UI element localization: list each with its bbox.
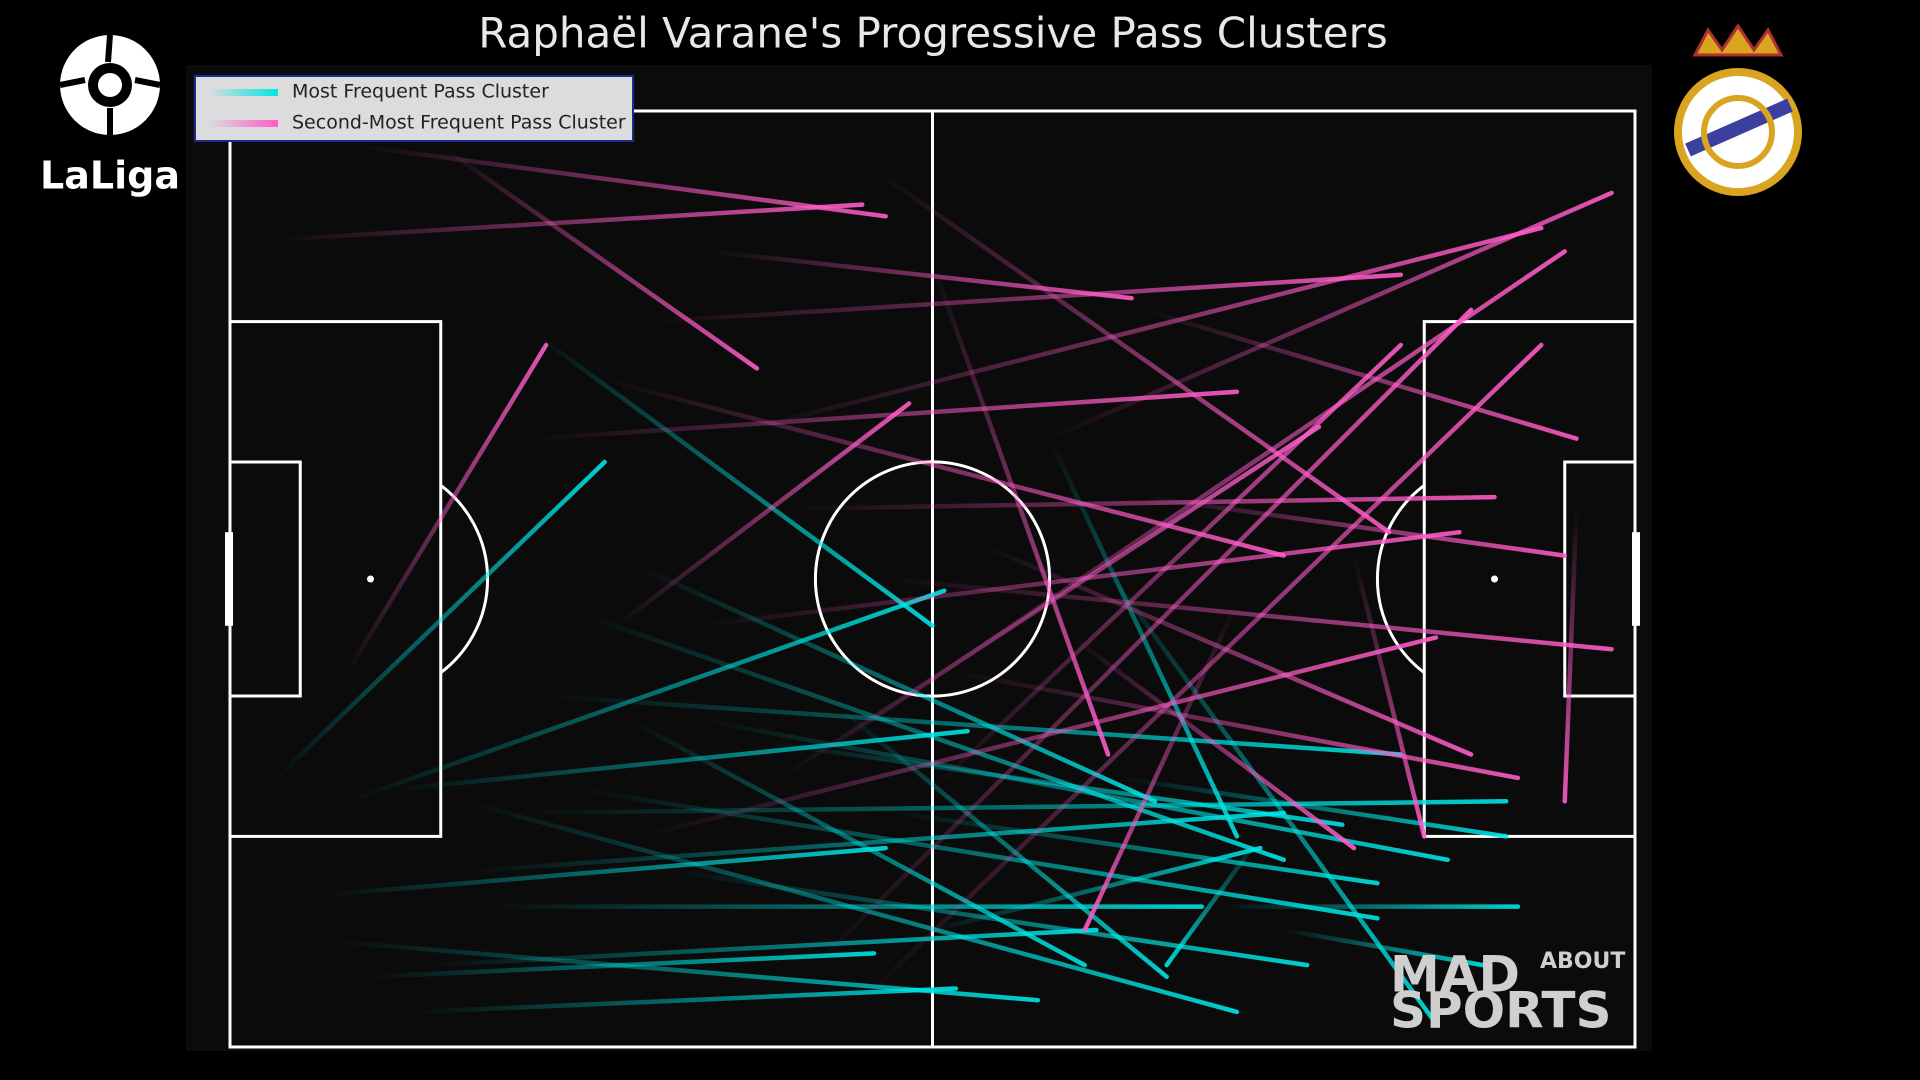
pass [579, 787, 1380, 921]
pass [895, 810, 1380, 886]
legend: Most Frequent Pass Cluster Second-Most Fr… [194, 75, 634, 142]
league-logo: LaLiga [40, 34, 180, 198]
pass [543, 693, 1404, 757]
logo-ball-cuts [59, 34, 161, 135]
pass [953, 670, 1521, 781]
pass [461, 810, 1286, 874]
chart-title: Raphaël Varane's Progressive Pass Cluste… [478, 9, 1388, 58]
pass [883, 576, 1614, 652]
pass [532, 389, 1240, 441]
pass [625, 717, 1087, 968]
crest-crown [1692, 23, 1784, 57]
watermark-main: MAD [1390, 946, 1520, 1004]
pass [1351, 553, 1427, 839]
legend-label: Most Frequent Pass Cluster [292, 81, 549, 103]
penalty-arc [439, 484, 490, 674]
pass [344, 342, 549, 675]
pass [766, 740, 1345, 827]
pass [438, 143, 760, 371]
watermark-bottom: SPORTS [1390, 982, 1612, 1040]
penalty-spot [367, 575, 374, 583]
goal [225, 532, 233, 626]
pass [1070, 635, 1357, 851]
goal [1632, 532, 1640, 626]
pass [707, 249, 1134, 301]
pass [602, 377, 1286, 558]
centre-circle [813, 460, 1052, 698]
watermark: MAD ABOUT SPORTS [1390, 946, 1625, 1040]
pass [930, 260, 1111, 757]
legend-swatch [208, 89, 278, 96]
pass [930, 845, 1263, 933]
logo-ball-core [98, 73, 122, 97]
pass [649, 272, 1404, 324]
pass [368, 951, 877, 980]
pass [1141, 307, 1579, 441]
pass [532, 331, 935, 629]
pass [321, 845, 888, 898]
pass [1082, 600, 1240, 933]
legend-swatch [208, 120, 278, 127]
pass [1281, 927, 1486, 968]
pass [754, 225, 1544, 430]
plot-area [186, 65, 1652, 1051]
pass [860, 342, 1544, 1003]
pass [344, 588, 947, 804]
pass [672, 869, 1310, 968]
pass [778, 424, 1322, 781]
pass [637, 565, 1158, 804]
crest-monogram [1701, 95, 1775, 169]
pass [789, 494, 1497, 512]
legend-frame [194, 75, 634, 142]
pass [274, 202, 865, 242]
pass [579, 611, 1286, 863]
penalty-arc [1375, 484, 1426, 674]
pass [977, 541, 1474, 757]
pass [871, 167, 1392, 535]
watermark-top: ABOUT [1540, 949, 1625, 974]
pass [637, 635, 1439, 839]
club-crest [1674, 23, 1802, 196]
pass [520, 799, 1509, 816]
penalty-spot [1491, 575, 1498, 583]
pass [836, 705, 1169, 980]
pass [614, 401, 912, 629]
logo-text: LaLiga [40, 154, 180, 198]
pass [1117, 775, 1509, 839]
passes [274, 143, 1614, 1026]
pass [1562, 506, 1579, 804]
pass [426, 927, 1099, 968]
pass [930, 342, 1404, 792]
pass [1141, 494, 1567, 558]
pass [1164, 834, 1263, 968]
pass [813, 307, 1474, 968]
pass [274, 459, 607, 781]
pass [696, 717, 1450, 863]
pass [356, 143, 888, 219]
legend-label: Second-Most Frequent Pass Cluster [292, 112, 626, 134]
pass [391, 728, 970, 792]
pass [415, 986, 959, 1015]
pitch [225, 109, 1640, 1049]
